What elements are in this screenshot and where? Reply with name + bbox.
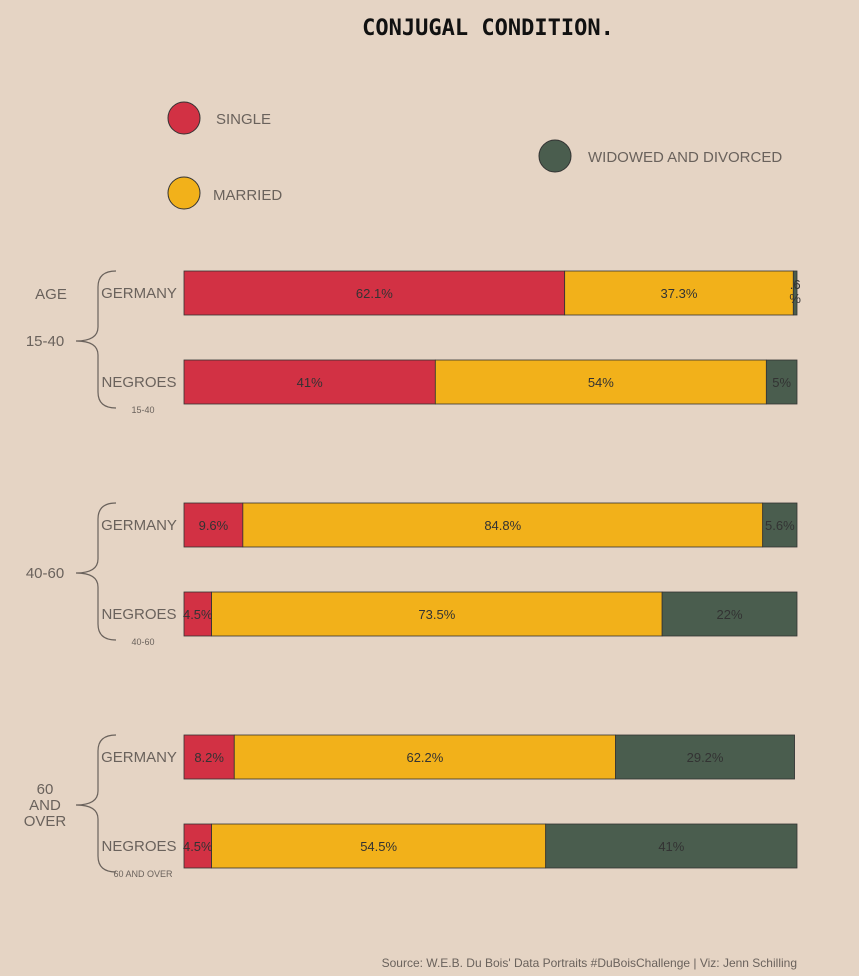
age-heading: AGE	[35, 286, 67, 303]
bar-label-single: 4.5%	[183, 839, 213, 854]
legend: SINGLE MARRIED WIDOWED AND DIVORCED	[167, 101, 782, 210]
bar-row-negroes: NEGROES 41% 54% 5%	[101, 359, 798, 405]
chart-title: CONJUGAL CONDITION.	[362, 16, 614, 41]
bar-segment-widowed	[615, 734, 795, 780]
bar-label-line: .6	[790, 277, 801, 292]
legend-label-single: SINGLE	[216, 111, 271, 128]
bar-label-single: 8.2%	[194, 750, 224, 765]
group-label: 60 AND OVER	[24, 781, 67, 830]
row-label: NEGROES	[101, 838, 176, 855]
bar-segment-widowed	[545, 823, 798, 869]
bar-groups: 15-40 15-40 GERMANY 62.1% 37.3% .6 % NEGROES 41%…	[24, 270, 801, 879]
bar-label-single: 4.5%	[183, 607, 213, 622]
group-label-line: AND	[29, 797, 61, 814]
bar-label-widowed: 5.6%	[765, 518, 795, 533]
bar-segment-single	[183, 270, 566, 316]
legend-swatch-married	[167, 176, 201, 210]
bar-segment-single	[183, 734, 235, 780]
group-label: 40-60	[26, 565, 64, 582]
row-label: GERMANY	[101, 517, 177, 534]
bar-label-widowed: 41%	[658, 839, 684, 854]
source-note: Source: W.E.B. Du Bois' Data Portraits #…	[382, 956, 797, 970]
row-label: NEGROES	[101, 374, 176, 391]
bar-label-married: 37.3%	[661, 286, 698, 301]
bar-label-widowed: 5%	[772, 375, 791, 390]
bar-row-negroes: NEGROES 4.5% 73.5% 22%	[101, 591, 798, 637]
group-small-label: 60 AND OVER	[113, 869, 173, 879]
legend-label-married: MARRIED	[213, 187, 282, 204]
bar-label-single: 41%	[297, 375, 323, 390]
bar-row-germany: GERMANY 8.2% 62.2% 29.2%	[101, 734, 795, 780]
group-brace	[75, 502, 117, 641]
row-label: NEGROES	[101, 606, 176, 623]
bar-segment-married	[242, 502, 764, 548]
bar-label-widowed: 29.2%	[687, 750, 724, 765]
legend-label-widowed: WIDOWED AND DIVORCED	[588, 149, 782, 166]
group-small-label: 40-60	[131, 637, 154, 647]
group-0: 15-40 15-40 GERMANY 62.1% 37.3% .6 % NEGROES 41%…	[26, 270, 801, 415]
bar-segment-married	[211, 823, 547, 869]
bar-label-line: %	[789, 291, 801, 306]
bar-label-married: 73.5%	[418, 607, 455, 622]
group-label-line: 60	[37, 781, 54, 798]
group-label-line: OVER	[24, 813, 67, 830]
bar-label-single: 62.1%	[356, 286, 393, 301]
group-brace	[75, 734, 117, 873]
legend-swatch-single	[167, 101, 201, 135]
row-label: GERMANY	[101, 285, 177, 302]
bar-segment-married	[564, 270, 794, 316]
bar-row-negroes: NEGROES 4.5% 54.5% 41%	[101, 823, 798, 869]
bar-label-married: 84.8%	[484, 518, 521, 533]
bar-segment-widowed	[762, 502, 798, 548]
bar-row-germany: GERMANY 62.1% 37.3% .6%	[101, 270, 801, 316]
row-label: GERMANY	[101, 749, 177, 766]
bar-segment-married	[211, 591, 663, 637]
legend-swatch-widowed	[538, 139, 572, 173]
bar-label-single: 9.6%	[199, 518, 229, 533]
bar-segment-single	[183, 359, 436, 405]
bar-segment-widowed	[765, 359, 798, 405]
bar-segment-widowed	[661, 591, 798, 637]
bar-segment-married	[434, 359, 767, 405]
bar-label-married: 62.2%	[406, 750, 443, 765]
group-small-label: 15-40	[131, 405, 154, 415]
group-1: 40-60 40-60 GERMANY 9.6% 84.8% 5.6% NEGROES 4.5…	[26, 502, 798, 647]
bar-segment-widowed	[792, 270, 798, 316]
group-brace	[75, 270, 117, 409]
bar-label-widowed: .6%	[789, 277, 801, 306]
bar-label-married: 54%	[588, 375, 614, 390]
bar-segment-single	[183, 591, 212, 637]
bar-label-married: 54.5%	[360, 839, 397, 854]
bar-label-widowed: 22%	[717, 607, 743, 622]
group-label: 15-40	[26, 333, 64, 350]
bar-row-germany: GERMANY 9.6% 84.8% 5.6%	[101, 502, 798, 548]
